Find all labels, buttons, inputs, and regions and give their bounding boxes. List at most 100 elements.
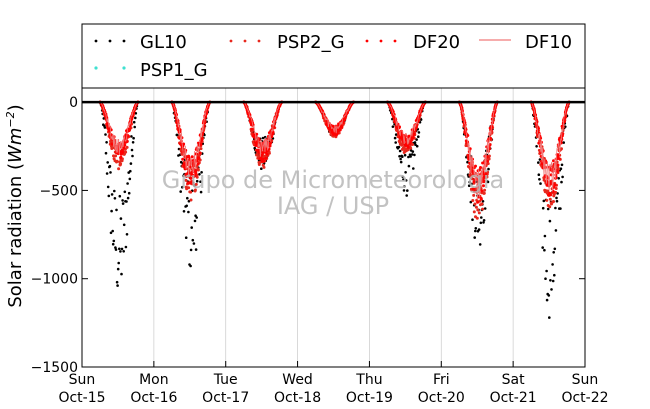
data-point-psp2-g (117, 167, 121, 171)
data-point-df20 (187, 154, 191, 158)
data-point-gl10 (417, 135, 420, 138)
data-point-gl10 (199, 190, 203, 194)
data-point-psp2-g (257, 163, 261, 166)
data-point-df20 (128, 127, 131, 131)
data-point-gl10 (538, 178, 541, 181)
data-point-df20 (335, 132, 339, 135)
data-point-df20 (193, 174, 197, 178)
data-point-df20 (482, 184, 485, 188)
data-point-gl10 (549, 279, 552, 282)
data-point-gl10 (542, 199, 546, 203)
data-point-gl10 (393, 136, 397, 140)
data-point-df20 (268, 144, 272, 148)
data-point-psp2-g (189, 198, 193, 202)
data-point-df20 (193, 169, 197, 173)
data-point-gl10 (261, 136, 265, 140)
data-point-gl10 (415, 138, 418, 141)
data-point-df20 (484, 176, 487, 179)
data-point-gl10 (116, 284, 119, 287)
data-point-psp2-g (115, 159, 119, 163)
data-point-df20 (471, 187, 475, 191)
legend-item-df20: DF20 (365, 32, 460, 53)
series-line-df10 (315, 101, 354, 134)
data-point-gl10 (555, 199, 559, 203)
data-point-gl10 (104, 151, 108, 155)
legend-item-psp1-g: PSP1_G (94, 60, 208, 81)
data-point-df20 (122, 146, 126, 150)
data-point-gl10 (407, 164, 411, 168)
data-point-df20 (557, 157, 561, 161)
legend-item-df10: DF10 (479, 32, 572, 53)
x-tick-label-date: Oct-18 (274, 390, 321, 406)
data-point-psp2-g (189, 190, 193, 194)
data-point-gl10 (105, 172, 109, 175)
data-point-df20 (537, 126, 540, 130)
data-point-gl10 (471, 218, 474, 221)
data-point-gl10 (193, 219, 197, 223)
data-point-gl10 (104, 133, 107, 136)
data-point-gl10 (399, 157, 402, 161)
data-point-gl10 (182, 210, 186, 213)
data-point-df20 (265, 152, 269, 156)
data-point-psp2-g (124, 150, 128, 154)
y-tick-label: 0 (69, 95, 78, 111)
data-point-gl10 (478, 243, 482, 246)
data-point-gl10 (545, 298, 549, 302)
plot-frame (81, 87, 586, 368)
data-point-psp2-g (112, 154, 115, 158)
data-point-df20 (277, 107, 280, 111)
series-df10 (99, 101, 570, 200)
data-point-psp2-g (193, 188, 197, 192)
data-point-gl10 (482, 221, 485, 224)
watermark-line-2: IAG / USP (277, 192, 389, 220)
data-point-psp2-g (487, 157, 491, 161)
x-tick-label-day: Fri (433, 372, 450, 388)
data-point-gl10 (404, 171, 407, 174)
data-point-psp2-g (267, 151, 271, 155)
data-point-gl10 (186, 196, 189, 200)
data-point-psp2-g (486, 162, 490, 166)
data-point-gl10 (473, 236, 477, 239)
data-point-gl10 (561, 175, 564, 179)
data-point-gl10 (106, 185, 110, 189)
legend-marker-psp1-g (94, 66, 98, 70)
data-point-gl10 (537, 173, 541, 176)
data-point-df20 (553, 183, 557, 187)
data-point-gl10 (554, 206, 557, 210)
data-point-gl10 (482, 219, 486, 222)
data-point-gl10 (103, 126, 107, 129)
data-point-gl10 (412, 167, 415, 170)
data-point-gl10 (401, 155, 404, 158)
data-point-df20 (473, 190, 477, 194)
legend-item-gl10: GL10 (94, 32, 187, 53)
data-point-df20 (262, 159, 266, 163)
data-point-gl10 (543, 234, 547, 238)
data-point-gl10 (551, 279, 555, 283)
data-point-df20 (123, 143, 127, 147)
data-point-psp2-g (554, 187, 558, 190)
data-point-gl10 (483, 207, 487, 210)
data-point-gl10 (130, 135, 133, 138)
data-point-gl10 (403, 153, 407, 157)
data-point-gl10 (562, 141, 565, 144)
data-point-df20 (261, 151, 265, 155)
data-point-gl10 (114, 246, 117, 249)
data-point-psp2-g (474, 205, 478, 209)
y-tick-label: −1500 (31, 360, 78, 376)
data-point-psp2-g (548, 205, 552, 209)
data-point-gl10 (131, 141, 135, 144)
data-point-df20 (250, 127, 254, 131)
data-point-gl10 (481, 200, 485, 203)
series-line-df10 (458, 101, 498, 200)
data-point-gl10 (195, 216, 198, 219)
data-point-gl10 (397, 145, 401, 149)
data-point-gl10 (132, 120, 136, 124)
data-point-gl10 (553, 273, 556, 277)
data-point-gl10 (406, 189, 409, 192)
data-point-df20 (340, 125, 344, 129)
data-point-gl10 (402, 178, 405, 181)
data-point-gl10 (109, 231, 113, 235)
data-point-gl10 (129, 169, 132, 173)
data-point-gl10 (477, 228, 481, 231)
data-point-df20 (199, 143, 203, 146)
